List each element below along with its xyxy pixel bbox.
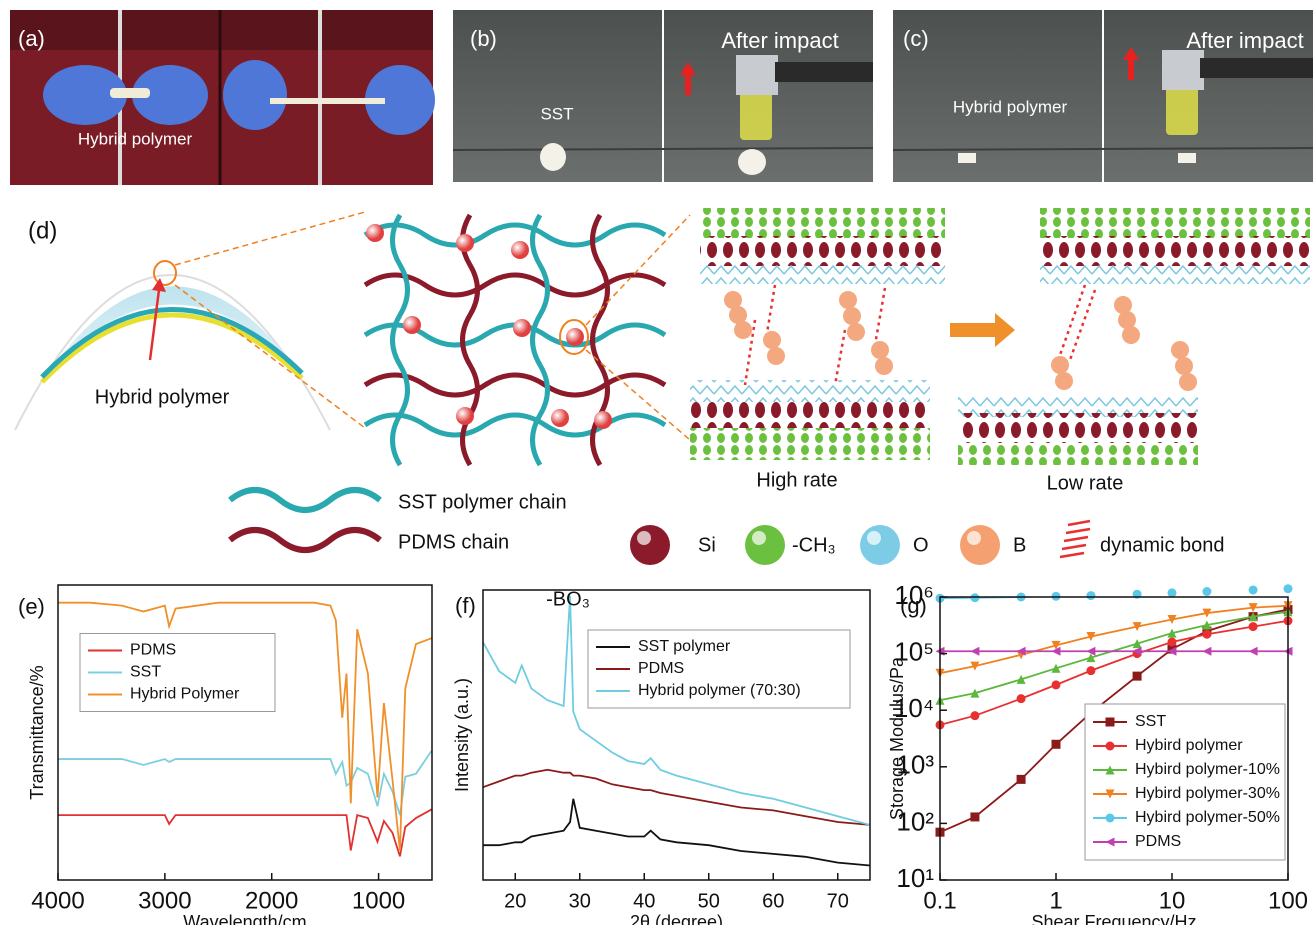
legend-label: -CH₃ — [792, 534, 836, 556]
x-tick-label: 1000 — [352, 887, 405, 914]
panel-label: (f) — [455, 593, 476, 618]
data-point — [1249, 622, 1258, 631]
y-axis-label: Intensity (a.u.) — [452, 678, 472, 792]
data-point — [970, 647, 979, 656]
data-point — [1017, 775, 1026, 784]
x-axis-label: Wavelength/cm — [183, 912, 306, 925]
legend-label: PDMS chain — [398, 531, 509, 553]
data-point — [1249, 647, 1258, 656]
x-tick-label: 3000 — [138, 887, 191, 914]
legend-label: Hybird polymer — [1135, 737, 1243, 754]
after-impact: After impact — [721, 28, 838, 53]
chart: 20 30 40 50 60 70 (f) 2θ (degree) Intensity (a.u… — [452, 588, 870, 925]
data-point — [1168, 638, 1177, 647]
panel-label: (g) — [900, 593, 927, 618]
sample-label: SST — [540, 104, 573, 123]
panel-label: (c) — [903, 26, 929, 51]
figure: (a) Hybrid polymer (b) SST After impact … — [0, 0, 1316, 925]
x-tick-label: 100 — [1268, 887, 1308, 914]
legend-label: B — [1013, 534, 1026, 556]
photo-caption: Hybrid polymer — [78, 129, 193, 148]
legend-label: Si — [698, 534, 716, 556]
low-rate-layers: Low rate — [958, 208, 1310, 494]
series-line — [483, 770, 870, 825]
panel-label: (d) — [28, 217, 57, 244]
series-line — [58, 809, 432, 856]
photo-b: (b) SST After impact — [453, 10, 873, 182]
network — [365, 215, 665, 465]
legend-marker — [1106, 814, 1115, 823]
chart: 4000 3000 2000 1000 (e) Wavelength/cm Transmit… — [18, 585, 432, 925]
legend-label: SST polymer — [638, 638, 731, 655]
data-point — [1017, 694, 1026, 703]
panel-label: (e) — [18, 594, 45, 619]
x-tick-label: 40 — [633, 890, 655, 912]
x-tick-label: 1 — [1049, 887, 1062, 914]
data-point — [1202, 587, 1211, 596]
y-tick-label: 10¹ — [896, 863, 934, 893]
panel-label: (a) — [18, 26, 45, 51]
series-line — [940, 612, 1288, 701]
data-point — [1086, 666, 1095, 675]
data-point — [1249, 585, 1258, 594]
series-line — [940, 606, 1288, 673]
legend-label: SST — [1135, 713, 1166, 730]
data-point — [1133, 639, 1142, 648]
x-tick-label: 30 — [569, 890, 591, 912]
x-tick-label: 70 — [827, 890, 849, 912]
data-point — [970, 812, 979, 821]
data-point — [1168, 588, 1177, 597]
schematic: (d) Hybrid polymer — [15, 208, 1310, 565]
legend-marker — [1106, 742, 1115, 751]
rate-label: High rate — [756, 469, 837, 491]
x-tick-label: 4000 — [31, 887, 84, 914]
legend-label: O — [913, 534, 929, 556]
schematic-legend: SST polymer chain PDMS chain Si -CH₃ O B… — [230, 490, 1225, 565]
legend-label: dynamic bond — [1100, 534, 1225, 556]
y-axis-label: Storage Modulus/Pa — [887, 656, 907, 820]
arch-label: Hybrid polymer — [95, 386, 230, 408]
after-impact: After impact — [1186, 28, 1303, 53]
legend-label: Hybrid polymer (70:30) — [638, 682, 801, 699]
data-point — [1052, 740, 1061, 749]
rate-label: Low rate — [1047, 472, 1124, 494]
legend-label: Hybird polymer-30% — [1135, 785, 1280, 802]
x-tick-label: 50 — [698, 890, 720, 912]
legend-marker — [1106, 718, 1115, 727]
x-tick-label: 10 — [1159, 887, 1186, 914]
photo-a: (a) Hybrid polymer — [10, 10, 435, 185]
legend-label: Hybird polymer-10% — [1135, 761, 1280, 778]
x-tick-label: 60 — [762, 890, 784, 912]
legend-label: PDMS — [638, 660, 684, 677]
photo-c: (c) Hybrid polymer After impact — [893, 10, 1313, 182]
x-tick-label: 20 — [504, 890, 526, 912]
data-point — [1202, 630, 1211, 639]
data-point — [1052, 664, 1061, 673]
high-rate-layers: High rate — [690, 208, 945, 491]
x-axis-label: Shear Frequency/Hz — [1031, 912, 1196, 925]
data-point — [1086, 591, 1095, 600]
data-point — [1052, 680, 1061, 689]
legend-box — [1085, 704, 1285, 860]
data-point — [1133, 672, 1142, 681]
data-point — [970, 711, 979, 720]
legend-label: PDMS — [1135, 833, 1181, 850]
legend-label: PDMS — [130, 642, 176, 659]
legend-label: SST polymer chain — [398, 491, 567, 513]
legend-label: Hybrid Polymer — [130, 686, 240, 703]
x-tick-label: 2000 — [245, 887, 298, 914]
legend-label: Hybird polymer-50% — [1135, 809, 1280, 826]
sample-label: Hybrid polymer — [953, 97, 1068, 116]
data-point — [1284, 584, 1293, 593]
data-point — [1017, 675, 1026, 684]
annotation: -BO₃ — [546, 588, 590, 610]
legend-label: SST — [130, 664, 161, 681]
panel-label: (b) — [470, 26, 497, 51]
x-axis-label: 2θ (degree) — [630, 912, 723, 925]
data-point — [1202, 647, 1211, 656]
y-axis-label: Transmittance/% — [27, 665, 47, 799]
